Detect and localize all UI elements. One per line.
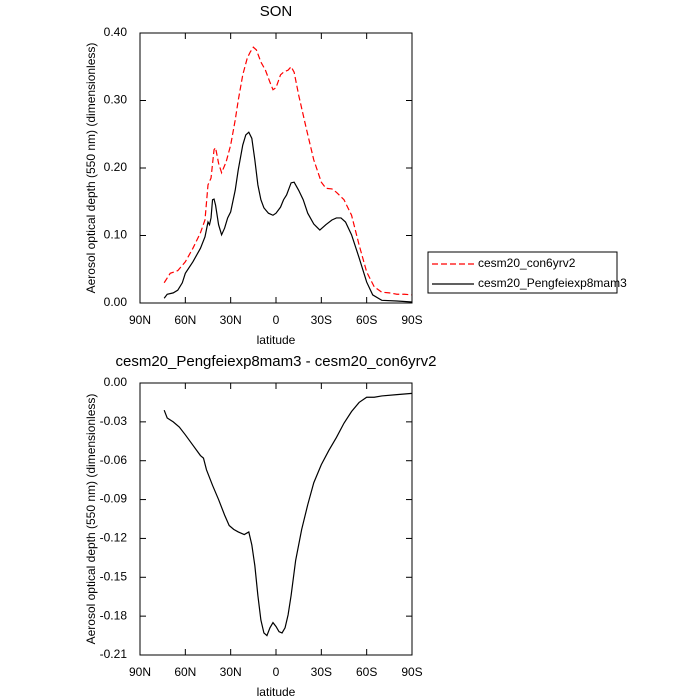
data-line [163,131,413,303]
y-tick-label: 0.20 [104,160,128,174]
x-tick-label: 90N [129,313,151,327]
data-line [163,392,413,637]
x-tick-label: 90N [129,665,151,679]
x-tick-label: 90S [401,313,422,327]
y-tick-label: -0.12 [100,531,128,545]
y-axis-label: Aerosol optical depth (550 nm) (dimensio… [84,394,98,645]
y-tick-label: 0.00 [104,375,128,389]
y-tick-label: 0.40 [104,25,128,39]
x-tick-label: 30S [311,313,332,327]
x-tick-label: 60N [174,313,196,327]
legend-label: cesm20_Pengfeiexp8mam3 [478,276,627,290]
y-tick-label: 0.00 [104,295,128,309]
y-tick-label: -0.18 [100,608,128,622]
x-tick-label: 30N [220,665,242,679]
chart-title: cesm20_Pengfeiexp8mam3 - cesm20_con6yrv2 [116,353,437,370]
x-tick-label: 0 [273,313,280,327]
plot-frame [139,32,413,304]
legend-label: cesm20_con6yrv2 [478,256,576,270]
x-tick-label: 90S [401,665,422,679]
y-tick-label: 0.30 [104,93,128,107]
x-axis-label: latitude [257,333,296,347]
plot-frame [139,382,413,656]
chart-title: SON [260,3,293,20]
y-tick-label: -0.15 [100,569,128,583]
y-tick-label: -0.21 [100,647,128,661]
y-tick-label: 0.10 [104,228,128,242]
y-tick-label: -0.03 [100,414,128,428]
legend-box [427,251,618,294]
x-tick-label: 60S [356,665,377,679]
x-tick-label: 60N [174,665,196,679]
data-line [163,46,413,296]
x-tick-label: 30S [311,665,332,679]
y-axis-label: Aerosol optical depth (550 nm) (dimensio… [84,43,98,294]
x-axis-label: latitude [257,685,296,699]
x-tick-label: 30N [220,313,242,327]
x-tick-label: 60S [356,313,377,327]
x-tick-label: 0 [273,665,280,679]
y-tick-label: -0.09 [100,492,128,506]
y-tick-label: -0.06 [100,453,128,467]
